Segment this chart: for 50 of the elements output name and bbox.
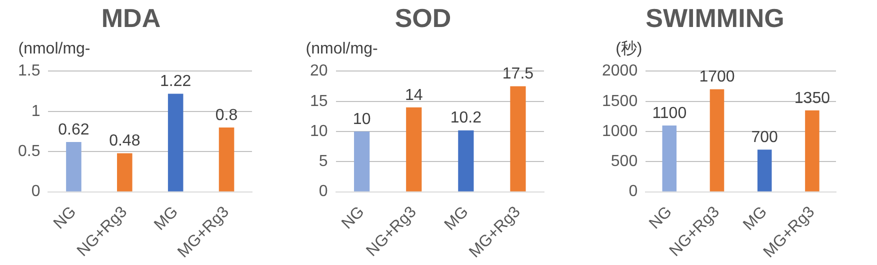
data-label: 1350 <box>794 90 830 107</box>
y-tick-label: 0.5 <box>18 143 40 160</box>
bar <box>168 94 184 192</box>
chart-title: MDA <box>101 2 161 33</box>
y-tick-label: 5 <box>318 153 328 170</box>
y-tick-label: 1000 <box>602 122 638 140</box>
data-label: 0.48 <box>109 132 140 150</box>
y-axis-title: (nmol/mg- <box>306 40 378 58</box>
bar <box>662 125 677 192</box>
data-label: 0.62 <box>58 121 90 138</box>
y-tick-label: 10 <box>310 122 328 140</box>
data-label: 10 <box>352 110 371 128</box>
y-tick-label: 0 <box>318 183 328 200</box>
y-tick-label: 0 <box>31 183 40 200</box>
bar <box>510 86 526 192</box>
bar <box>406 107 422 192</box>
data-label: 700 <box>751 129 778 146</box>
x-tick-label: MG <box>740 204 771 234</box>
bar <box>710 89 724 192</box>
data-label: 1100 <box>652 104 687 122</box>
bar <box>805 110 820 192</box>
x-tick-label: NG <box>646 204 676 233</box>
y-tick-label: 2000 <box>602 62 638 80</box>
y-tick-label: 15 <box>310 92 328 110</box>
data-label: 10.2 <box>450 110 482 127</box>
y-tick-label: 20 <box>310 62 328 80</box>
y-tick-label: 1500 <box>602 92 638 110</box>
data-label: 1.22 <box>160 73 192 90</box>
bar <box>66 142 82 192</box>
y-axis-title: (nmol/mg- <box>18 40 90 58</box>
x-tick-label: NG <box>50 204 80 233</box>
y-tick-label: 0 <box>628 183 638 200</box>
y-axis-title: (秒) <box>616 40 642 58</box>
y-tick-label: 1 <box>31 102 40 120</box>
data-label: 17.5 <box>502 66 534 83</box>
x-tick-label: NG <box>338 204 368 233</box>
data-label: 0.8 <box>215 106 238 124</box>
chart-title: SOD <box>394 2 452 33</box>
bar <box>218 128 234 192</box>
bar <box>354 132 370 192</box>
y-tick-label: 1.5 <box>18 62 40 80</box>
data-label: 14 <box>404 86 423 104</box>
chart-title: SWIMMING <box>646 2 784 33</box>
y-tick-label: 500 <box>610 153 638 170</box>
x-tick-label: MG <box>151 204 182 234</box>
x-tick-label: MG <box>442 204 472 234</box>
bar <box>117 153 132 192</box>
bar <box>458 130 474 192</box>
data-label: 1700 <box>699 68 735 86</box>
bar <box>757 150 772 192</box>
